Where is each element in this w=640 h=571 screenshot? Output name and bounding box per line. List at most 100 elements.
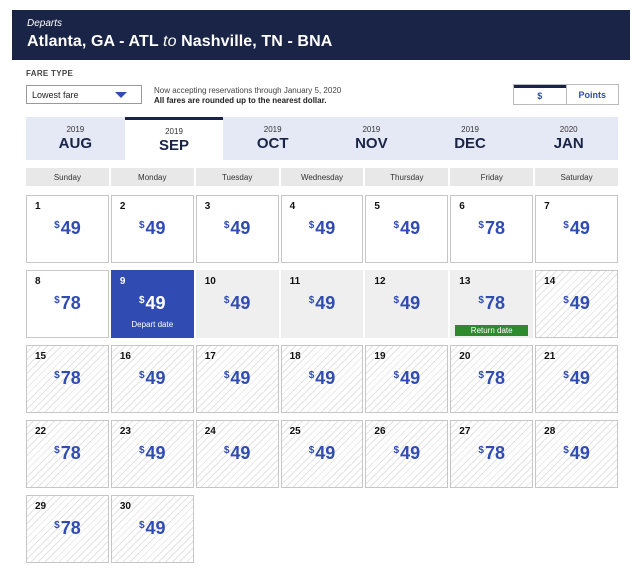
day-number: 18	[289, 351, 301, 362]
currency-symbol: $	[308, 295, 315, 306]
calendar-day-15[interactable]: 15 $78	[26, 345, 109, 413]
month-tab-name: JAN	[553, 135, 584, 152]
day-fare: $78	[451, 293, 532, 314]
to-word: to	[163, 33, 177, 50]
calendar-day-27[interactable]: 27 $78	[450, 420, 534, 488]
day-fare: $49	[282, 368, 363, 389]
fare-amount: 78	[60, 443, 81, 463]
calendar-day-3[interactable]: 3 $49	[195, 195, 279, 263]
day-fare: $49	[282, 293, 363, 314]
day-fare: $78	[27, 518, 108, 539]
fare-amount: 49	[400, 368, 421, 388]
currency-symbol: $	[54, 220, 60, 231]
day-number: 7	[544, 201, 550, 212]
currency-symbol: $	[308, 370, 315, 381]
day-number: 11	[289, 276, 301, 287]
fare-amount: 78	[60, 518, 81, 538]
month-tab-dec[interactable]: 2019 DEC	[421, 117, 520, 160]
month-tab-oct[interactable]: 2019 OCT	[223, 117, 322, 160]
calendar-day-24[interactable]: 24 $49	[195, 420, 279, 488]
fare-type-select[interactable]: Lowest fare	[26, 85, 142, 104]
day-fare: $49	[197, 218, 278, 239]
calendar-day-10[interactable]: 10 $49	[195, 270, 279, 338]
calendar-day-9[interactable]: 9 $49 Depart date	[110, 270, 194, 338]
day-number: 21	[544, 351, 556, 362]
currency-symbol: $	[138, 295, 145, 306]
fare-amount: 49	[145, 218, 166, 238]
calendar-day-17[interactable]: 17 $49	[195, 345, 279, 413]
fare-amount: 49	[569, 293, 590, 313]
month-tab-year: 2020	[559, 125, 578, 134]
currency-symbol: $	[563, 220, 569, 231]
day-fare: $78	[27, 443, 108, 464]
day-number: 6	[459, 201, 465, 212]
currency-symbol: $	[563, 445, 569, 456]
day-number: 3	[204, 201, 211, 212]
month-tab-name: OCT	[256, 135, 289, 152]
calendar-day-21[interactable]: 21 $49	[535, 345, 618, 413]
currency-symbol: $	[223, 220, 230, 231]
calendar-day-19[interactable]: 19 $49	[365, 345, 449, 413]
day-number: 19	[374, 351, 386, 362]
currency-symbol: $	[393, 220, 400, 231]
currency-symbol: $	[138, 370, 145, 381]
currency-symbol: $	[393, 295, 400, 306]
calendar-day-30[interactable]: 30 $49	[110, 495, 194, 563]
points-toggle-button[interactable]: Points	[565, 85, 619, 104]
calendar-day-23[interactable]: 23 $49	[110, 420, 194, 488]
day-fare: $49	[27, 218, 108, 239]
currency-symbol: $	[563, 295, 569, 306]
fare-amount: 49	[230, 293, 251, 313]
weekday-thursday: Thursday	[365, 168, 449, 186]
month-tab-aug[interactable]: 2019 AUG	[26, 117, 125, 160]
currency-symbol: $	[54, 370, 60, 381]
calendar-day-11[interactable]: 11 $49	[280, 270, 364, 338]
day-number: 16	[119, 351, 131, 362]
day-fare: $49	[366, 218, 447, 239]
calendar-day-28[interactable]: 28 $49	[535, 420, 618, 488]
calendar-day-2[interactable]: 2 $49	[110, 195, 194, 263]
calendar-day-8[interactable]: 8 $78	[26, 270, 109, 338]
calendar-day-29[interactable]: 29 $78	[26, 495, 109, 563]
currency-symbol: $	[54, 295, 60, 306]
calendar-day-20[interactable]: 20 $78	[450, 345, 534, 413]
day-number: 22	[35, 426, 47, 437]
currency-symbol: $	[223, 295, 230, 306]
calendar-day-1[interactable]: 1 $49	[26, 195, 109, 263]
fare-amount: 49	[145, 368, 166, 388]
month-tab-nov[interactable]: 2019 NOV	[322, 117, 421, 160]
month-tab-name: NOV	[355, 135, 388, 152]
calendar-day-14[interactable]: 14 $49	[535, 270, 618, 338]
calendar-day-25[interactable]: 25 $49	[280, 420, 364, 488]
dollars-toggle-button[interactable]: $	[514, 85, 566, 104]
calendar-day-12[interactable]: 12 $49	[365, 270, 449, 338]
fare-amount: 49	[230, 218, 251, 238]
day-fare: $49	[366, 293, 447, 314]
day-fare: $49	[366, 368, 447, 389]
fare-amount: 78	[484, 293, 505, 313]
calendar-day-22[interactable]: 22 $78	[26, 420, 109, 488]
day-number: 23	[119, 426, 131, 437]
calendar-day-18[interactable]: 18 $49	[280, 345, 364, 413]
fare-amount: 78	[484, 218, 505, 238]
day-number: 5	[374, 201, 380, 212]
day-fare: $49	[112, 218, 193, 239]
fare-amount: 49	[400, 218, 421, 238]
calendar-day-13[interactable]: 13 $78 Return date	[450, 270, 534, 338]
calendar-day-16[interactable]: 16 $49	[110, 345, 194, 413]
month-tab-sep[interactable]: 2019 SEP	[124, 117, 224, 160]
currency-symbol: $	[393, 370, 400, 381]
calendar-day-26[interactable]: 26 $49	[365, 420, 449, 488]
day-fare: $49	[112, 368, 193, 389]
fare-type-value: Lowest fare	[32, 90, 79, 100]
calendar-day-6[interactable]: 6 $78	[450, 195, 534, 263]
calendar-day-4[interactable]: 4 $49	[280, 195, 364, 263]
notice-line-1: Now accepting reservations through Janua…	[154, 86, 342, 95]
calendar-day-7[interactable]: 7 $49	[535, 195, 618, 263]
day-fare: $49	[536, 218, 617, 239]
month-tab-jan[interactable]: 2020 JAN	[519, 117, 618, 160]
calendar-day-5[interactable]: 5 $49	[365, 195, 449, 263]
day-number: 10	[204, 276, 216, 287]
fare-amount: 49	[145, 518, 166, 538]
day-fare: $49	[197, 293, 278, 314]
